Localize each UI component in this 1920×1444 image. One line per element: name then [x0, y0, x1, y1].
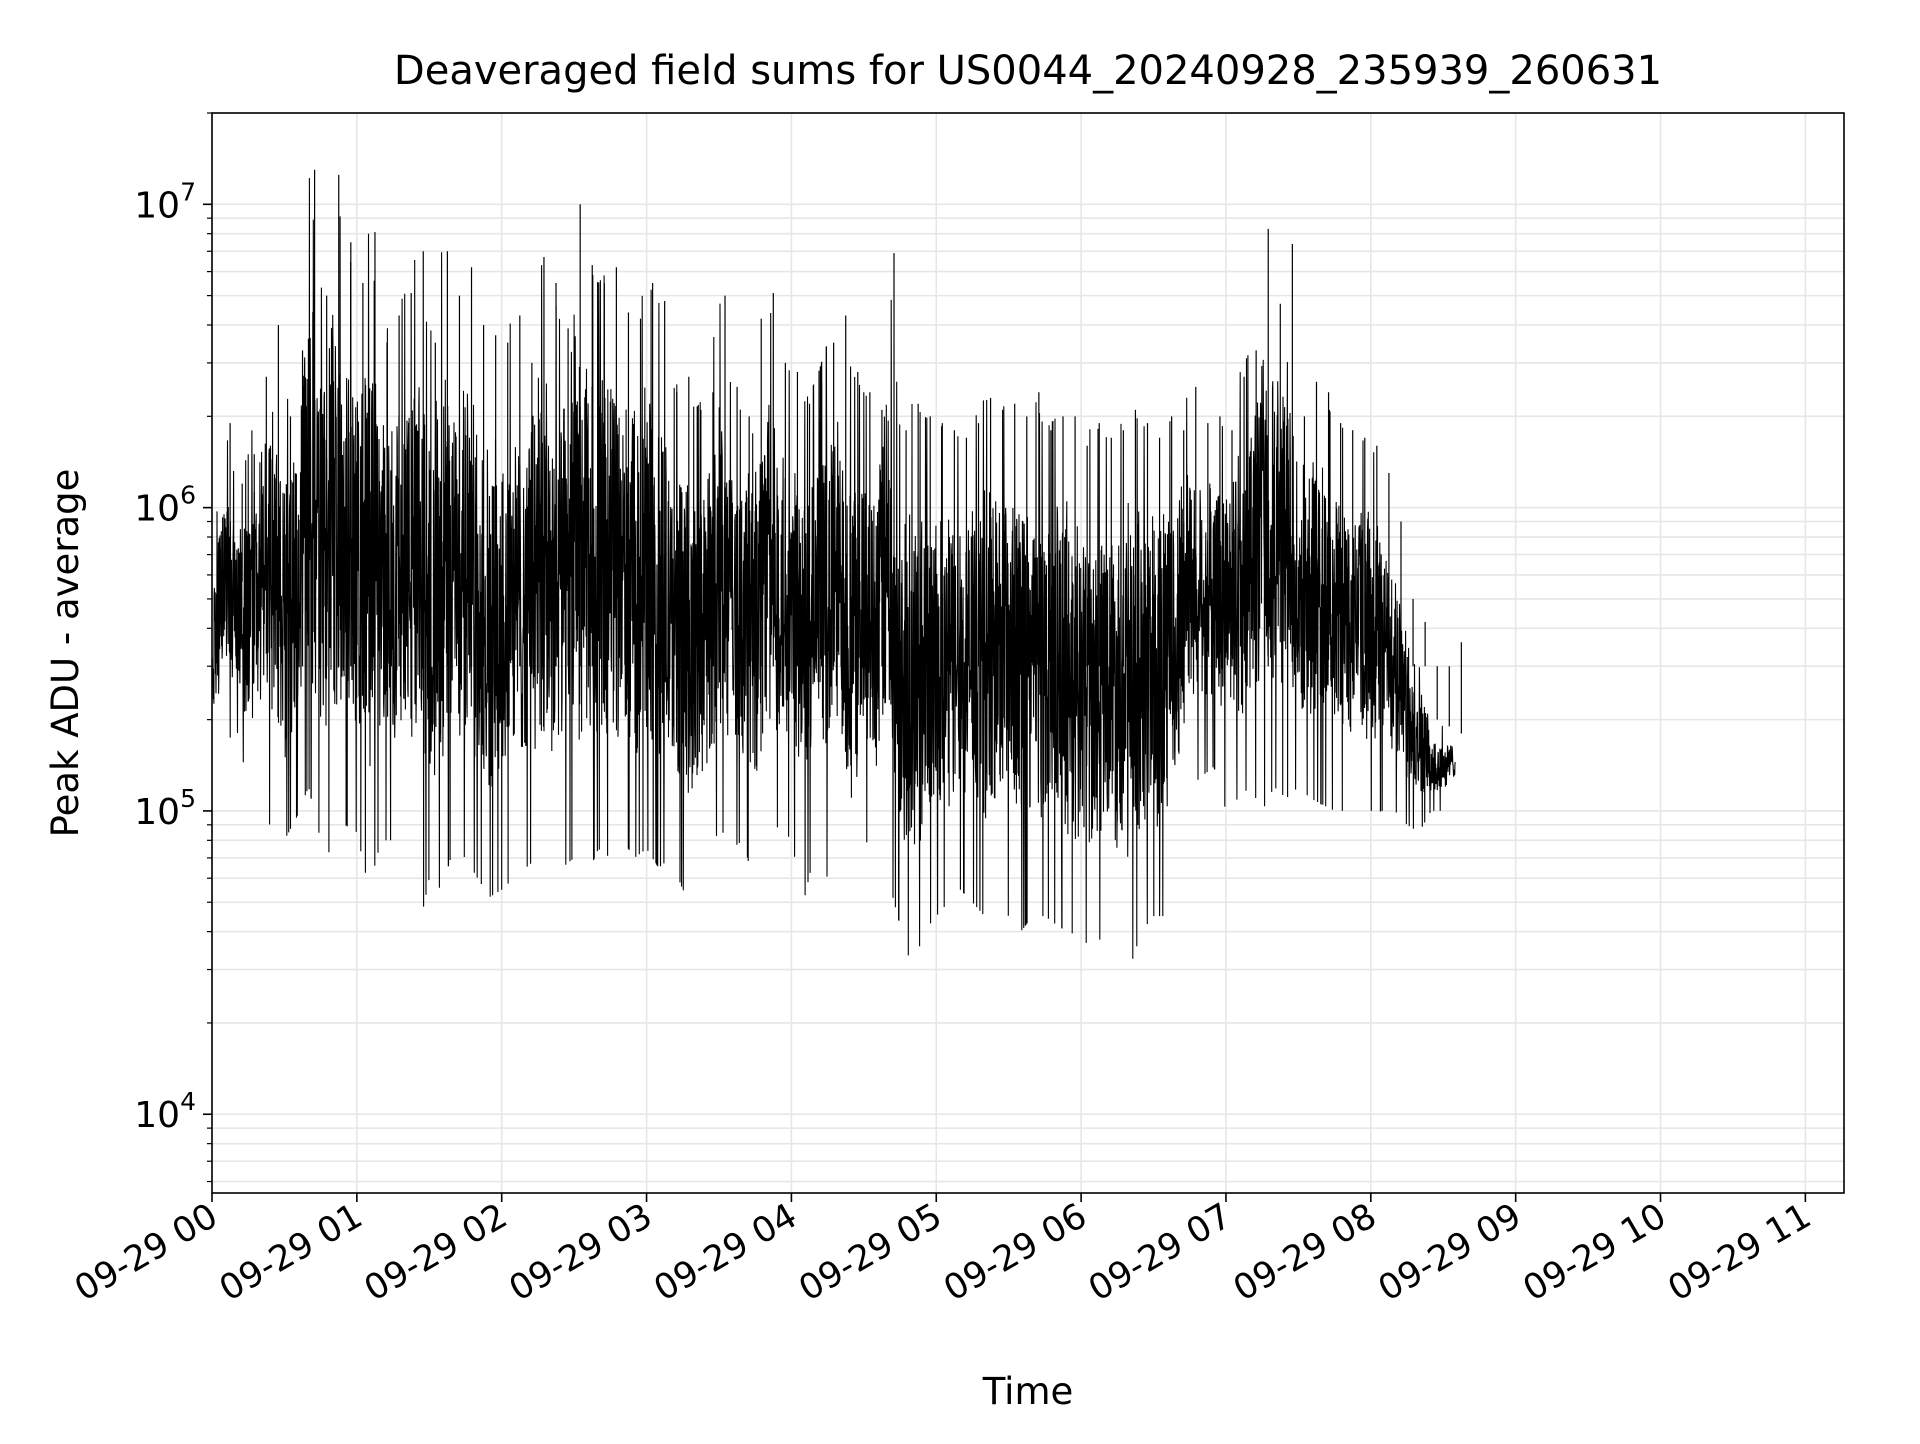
y-tick-label: 106: [134, 481, 196, 530]
x-tick-label: 09-29 07: [1082, 1196, 1238, 1309]
x-tick-label: 09-29 02: [358, 1196, 514, 1309]
x-tick-label: 09-29 03: [503, 1196, 659, 1309]
chart-title: Deaveraged field sums for US0044_2024092…: [394, 48, 1662, 94]
y-tick-label: 107: [134, 177, 196, 226]
x-tick-label: 09-29 05: [792, 1196, 948, 1309]
x-axis-label: Time: [982, 1370, 1074, 1413]
x-tick-label: 09-29 08: [1227, 1196, 1383, 1309]
y-axis-label: Peak ADU - average: [44, 469, 87, 838]
x-tick-label: 09-29 09: [1372, 1196, 1528, 1309]
x-tick-label: 09-29 04: [648, 1196, 804, 1309]
x-tick-label: 09-29 00: [68, 1196, 224, 1309]
plot-frame: [211, 112, 1845, 1194]
x-tick-label: 09-29 01: [213, 1196, 369, 1309]
y-tick-label: 105: [134, 784, 196, 833]
data-layer: [211, 169, 1462, 959]
x-tick-label: 09-29 10: [1517, 1196, 1673, 1309]
x-tick-label: 09-29 11: [1662, 1196, 1818, 1309]
x-tick-label: 09-29 06: [937, 1196, 1093, 1309]
y-tick-label: 104: [134, 1087, 196, 1136]
